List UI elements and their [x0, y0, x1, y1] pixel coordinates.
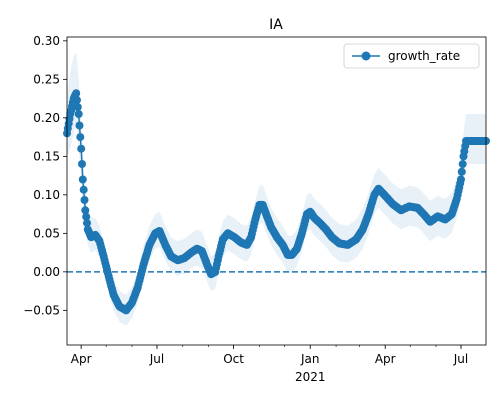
data-point [81, 206, 90, 215]
legend-label: growth_rate [388, 49, 460, 63]
x-axis: Apr Jul Oct Jan Apr Jul [71, 345, 468, 366]
y-tick-label: −0.05 [23, 303, 60, 317]
data-point [76, 133, 85, 142]
y-tick-label: 0.05 [33, 226, 60, 240]
y-tick-label: 0.10 [33, 188, 60, 202]
data-point [457, 175, 465, 184]
x-axis-year-label: 2021 [295, 370, 326, 384]
chart-title: IA [269, 17, 283, 33]
x-tick-label: Jul [149, 352, 164, 366]
data-point [77, 144, 86, 153]
y-axis: −0.05 0.00 0.05 0.10 0.15 0.20 0.25 0.30 [23, 34, 67, 317]
data-point [75, 121, 84, 130]
data-point [79, 185, 88, 194]
y-tick-label: 0.25 [33, 72, 60, 86]
confidence-band-layer [67, 52, 486, 326]
data-point [74, 110, 83, 118]
x-tick-label: Jul [453, 352, 468, 366]
x-tick-label: Apr [375, 352, 396, 366]
y-tick-label: 0.20 [33, 111, 60, 125]
data-point [80, 196, 89, 204]
data-point [78, 175, 87, 184]
x-tick-label: Oct [223, 352, 244, 366]
y-tick-label: 0.30 [33, 34, 60, 48]
data-point [82, 212, 91, 221]
series-layer [63, 89, 490, 315]
data-point [72, 89, 81, 98]
x-tick-label: Jan [300, 352, 320, 366]
data-point [457, 167, 466, 176]
data-point [73, 96, 81, 105]
data-point [73, 103, 82, 112]
legend: growth_rate [343, 43, 480, 69]
plot-frame [66, 36, 487, 346]
x-tick-label: Apr [71, 352, 92, 366]
confidence-band [67, 52, 486, 326]
data-point [78, 160, 86, 168]
legend-marker-icon [361, 51, 371, 61]
data-point [458, 160, 467, 169]
legend-box [343, 43, 480, 69]
y-tick-label: 0.00 [33, 265, 60, 279]
data-point [83, 219, 91, 228]
y-tick-label: 0.15 [33, 149, 60, 163]
